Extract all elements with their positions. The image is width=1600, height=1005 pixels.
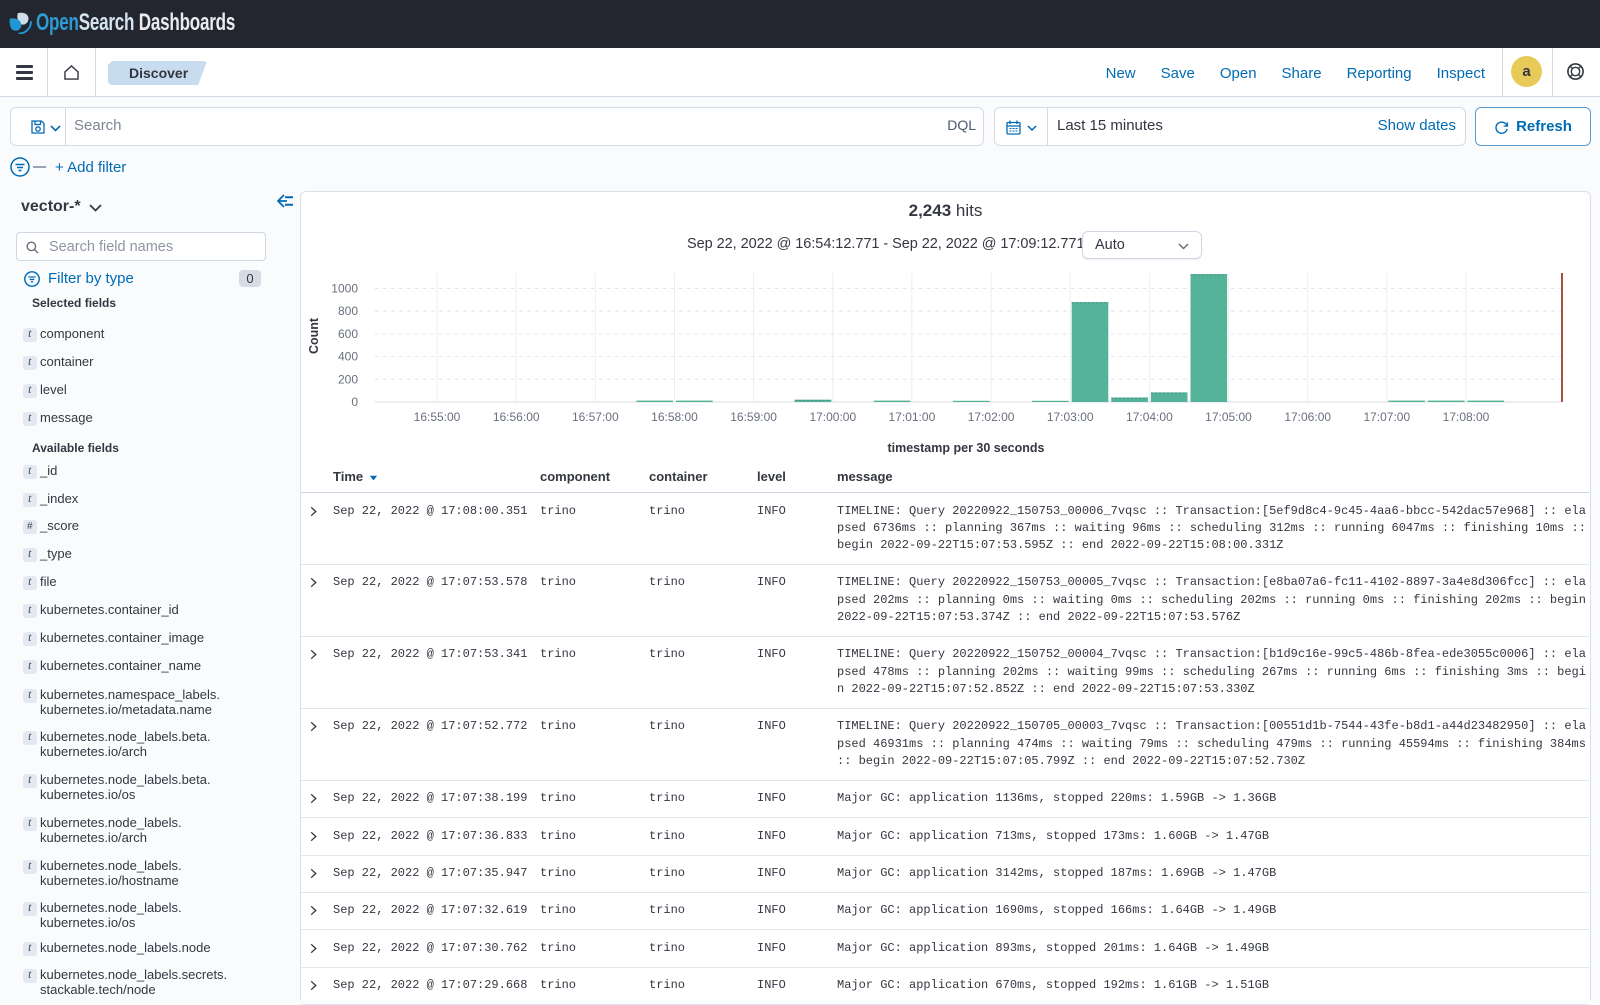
svg-text:16:57:00: 16:57:00 [572,410,619,424]
svg-text:16:56:00: 16:56:00 [493,410,540,424]
svg-text:600: 600 [338,327,358,341]
svg-text:Count: Count [307,317,321,354]
svg-text:17:02:00: 17:02:00 [968,410,1015,424]
svg-text:16:58:00: 16:58:00 [651,410,698,424]
svg-text:17:06:00: 17:06:00 [1284,410,1331,424]
svg-text:16:55:00: 16:55:00 [414,410,461,424]
svg-text:17:01:00: 17:01:00 [889,410,936,424]
svg-text:1000: 1000 [331,282,358,296]
svg-text:17:07:00: 17:07:00 [1363,410,1410,424]
svg-text:16:59:00: 16:59:00 [730,410,777,424]
svg-text:17:08:00: 17:08:00 [1443,410,1490,424]
svg-text:800: 800 [338,304,358,318]
svg-text:17:05:00: 17:05:00 [1205,410,1252,424]
svg-text:17:00:00: 17:00:00 [809,410,856,424]
svg-text:17:04:00: 17:04:00 [1126,410,1173,424]
svg-text:400: 400 [338,350,358,364]
svg-text:0: 0 [351,395,358,409]
svg-text:200: 200 [338,372,358,386]
svg-text:17:03:00: 17:03:00 [1047,410,1094,424]
